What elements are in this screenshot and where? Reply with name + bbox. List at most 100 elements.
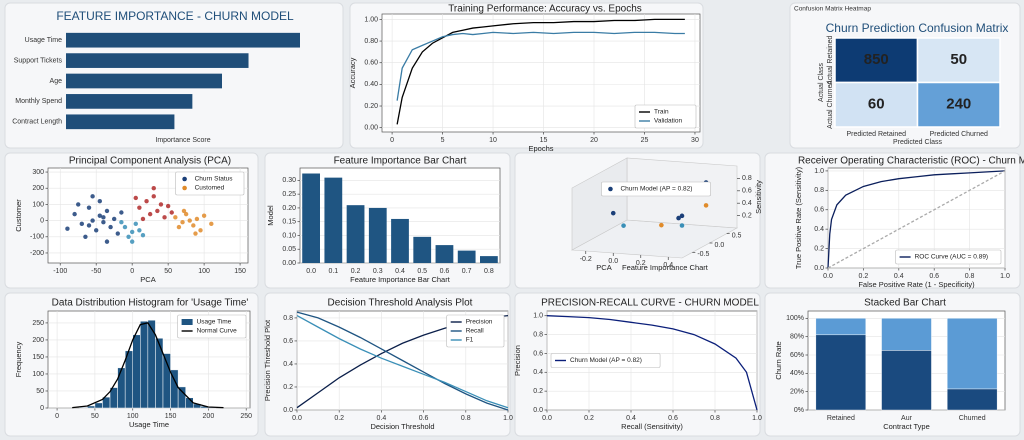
legend-label: ROC Curve (AUC = 0.89) [915,254,989,261]
y-tick-label: 60% [790,352,804,359]
y-tick-label: 1.0 [814,168,824,175]
point [676,215,681,221]
bar [324,177,343,263]
histogram-bar [132,334,141,409]
y-tick-label: -200 [30,250,44,257]
point [209,221,214,227]
point [97,198,102,204]
x-axis-label: Importance Score [155,137,210,144]
point [147,211,153,217]
point [621,223,626,228]
bar [391,218,409,263]
x-tick-label: 0.2 [334,415,344,422]
y-axis-label: Precision [513,345,522,376]
heatmap-cell [916,37,1001,84]
y-tick-label: 0.8 [283,315,293,322]
heatmap-cell [834,81,919,128]
point [115,231,120,236]
point [133,221,138,227]
line-series [396,31,685,101]
legend-box [895,249,1002,265]
line-series [72,322,224,409]
point [181,208,187,214]
x-tick-label: 0.2 [859,273,869,280]
y-tick-label: 80% [790,334,804,341]
legend-box [177,314,247,339]
cell-value: 240 [946,96,971,113]
x-tick-label: 0.4 [626,415,636,422]
chart-title: Feature Importance Bar Chart [334,156,467,167]
point [76,202,81,207]
x-tick-label: 1.0 [503,415,513,422]
x-tick-label: 0.2 [636,260,646,267]
bar [66,53,249,68]
row-label: Actual Retained [827,35,834,85]
x-tick-label: 25 [641,137,649,144]
y-tick-label: 0 [40,405,44,412]
legend-label: Train [654,109,669,116]
x-axis-label: Epochs [528,144,553,153]
y-tick-label: 0.10 [282,232,296,239]
point [183,211,189,217]
point [129,239,135,244]
z-tick-label: 0.6 [742,188,752,195]
legend-marker [181,319,193,325]
x-tick-label: 0.0 [823,273,833,280]
chart-title: Stacked Bar Chart [864,298,946,309]
bar [457,250,476,263]
y-tick-label: 250 [32,320,44,327]
x-tick-label: 0.8 [710,415,720,422]
y-tick-label: 50 [36,388,44,395]
bar [413,236,432,263]
bar-segment [947,388,998,411]
x-tick-label: Churned [959,415,986,422]
x-tick-label: 50 [164,268,172,275]
line-series [827,170,1006,269]
x-tick-label: 150 [234,268,246,275]
histogram-bar [140,320,149,409]
legend-box [601,181,711,197]
histogram-bar [94,402,103,409]
x-tick-label: 0.0 [608,258,618,265]
point [140,216,146,222]
category-label: Usage Time [25,37,62,44]
x-tick-label: 100 [127,413,139,420]
histogram-bar [124,350,133,409]
x-tick-label: 0.3 [373,268,383,275]
point [162,215,167,220]
y-tick-label: -0.5 [697,251,709,258]
x-tick-label: 20 [590,137,598,144]
bar [302,173,320,263]
x-tick-label: 0.8 [461,415,471,422]
y-tick-label: 0.80 [364,38,378,45]
x-tick-label: 0.0 [292,415,302,422]
y-axis-label: Actual Class [818,63,825,102]
category-label: Monthly Spend [15,98,62,105]
bar [346,205,365,263]
y-tick-label: 40% [790,370,804,377]
point [187,218,192,223]
x-tick-label: 0.4 [894,273,904,280]
point [140,232,146,238]
bar [66,32,300,48]
legend-box [550,353,661,368]
x-axis-label: PCA [596,263,611,272]
legend-label: Validation [654,118,682,125]
y-tick-label: 0.40 [364,81,378,88]
point [129,229,135,235]
side-face [571,157,628,251]
point [122,224,128,230]
y-tick-label: 0.6 [814,207,824,214]
point [65,226,70,231]
bar [66,73,222,89]
x-tick-label: -100 [53,268,67,275]
y-tick-label: 0.8 [814,187,824,194]
histogram-bar [177,386,186,409]
legend-label: Customed [195,185,225,192]
y-tick-label: 100% [786,315,804,322]
y-tick-label: 0% [794,407,804,414]
point [119,210,124,215]
x-tick-label: 250 [240,413,252,420]
y-tick-label: 0.20 [282,205,296,212]
